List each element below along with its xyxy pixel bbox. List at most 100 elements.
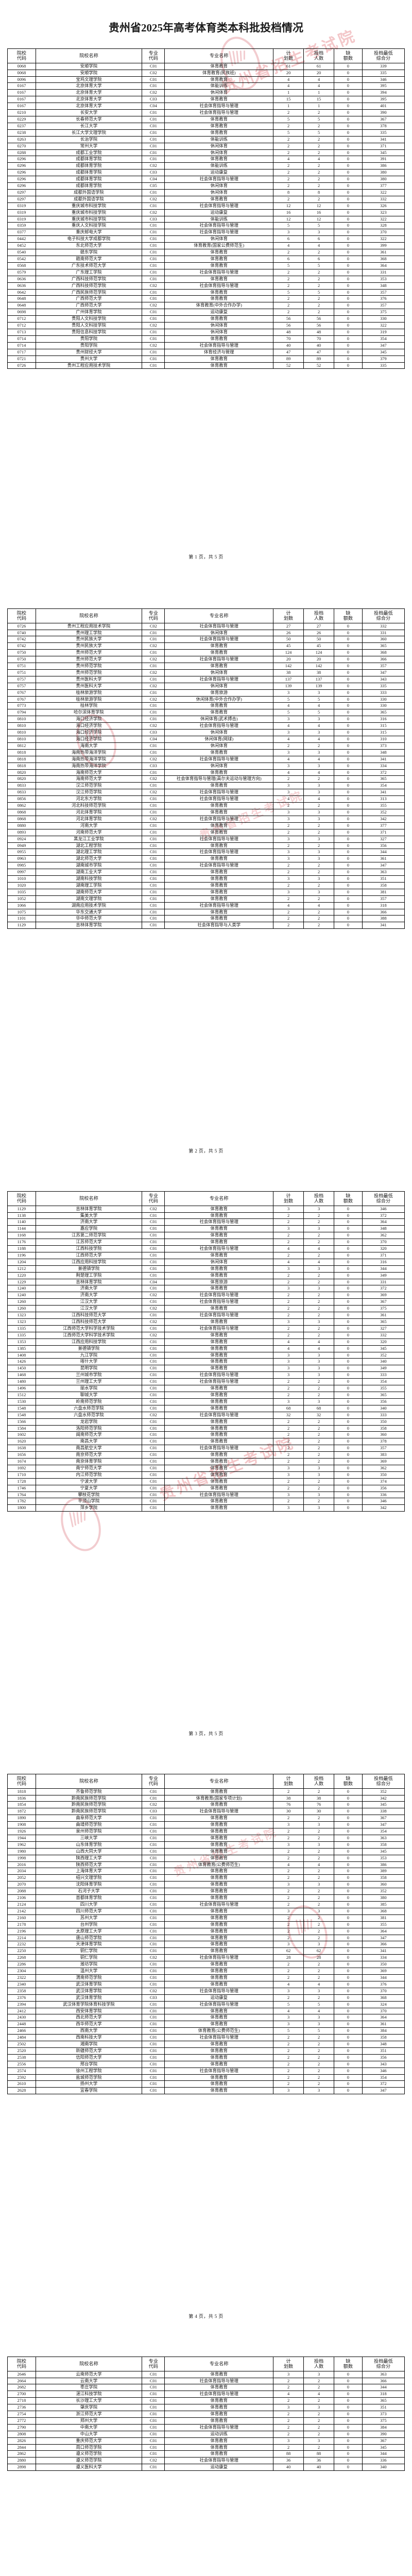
cell-admitted-count: 56 (303, 315, 335, 323)
cell-major-code: C02 (142, 195, 165, 203)
cell-admitted-count: 137 (303, 675, 335, 683)
table-row: 1188 江西科技学院 C01 社会体育指导与管理 4 4 0 320 (7, 1245, 405, 1252)
cell-admitted-count: 3 (303, 815, 335, 823)
cell-major-name: 休闲体育 (164, 142, 274, 150)
cell-plan-count: 3 (273, 1881, 304, 1889)
cell-school-name: 广西师范大学 (35, 295, 143, 303)
cell-school-name: 渭南师范学院 (35, 1974, 143, 1981)
cell-min-score: 345 (362, 2444, 405, 2451)
table-row: 0751 贵州师范学院 C01 体育教育 142 142 0 357 (7, 663, 405, 670)
cell-school-code: 1066 (7, 902, 36, 909)
cell-min-score: 395 (362, 82, 405, 90)
cell-plan-count: 76 (273, 1801, 304, 1809)
cell-shortage-count: 0 (334, 162, 363, 170)
cell-min-score: 350 (362, 1961, 405, 1969)
cell-school-code: 2466 (7, 2027, 36, 2035)
cell-shortage-count: 0 (334, 355, 363, 363)
cell-admitted-count: 4 (303, 1245, 335, 1252)
cell-major-code: C01 (142, 2074, 165, 2081)
cell-school-code: 0794 (7, 709, 36, 717)
cell-school-code: 2772 (7, 2417, 36, 2425)
cell-major-code: C02 (142, 1205, 165, 1213)
cell-min-score: 331 (362, 268, 405, 276)
table-row: 1323 江西科技师范大学 C01 社会体育指导与管理 2 2 0 361 (7, 1312, 405, 1319)
cell-shortage-count: 0 (334, 2047, 363, 2055)
cell-school-code: 1496 (7, 1385, 36, 1392)
col-major-name: 专业名称 (164, 1774, 274, 1789)
cell-plan-count: 2 (273, 1212, 304, 1219)
cell-shortage-count: 0 (334, 2417, 363, 2425)
cell-shortage-count: 0 (334, 1232, 363, 1240)
cell-plan-count: 4 (273, 755, 304, 763)
cell-school-name: 陕西理工大学 (35, 1854, 143, 1862)
cell-major-name: 体育教育 (164, 76, 274, 83)
table-row: 2232 天津体育学院 C01 体育教育 3 3 0 366 (7, 1941, 405, 1948)
table-row: 1176 江苏师范大学 C01 体育教育 2 2 0 370 (7, 1239, 405, 1246)
cell-school-name: 三峡大学 (35, 1834, 143, 1842)
cell-major-code: C01 (142, 1245, 165, 1252)
table-row: 1818 齐鲁师范学院 C01 体育教育 2 2 0 352 (7, 1788, 405, 1795)
cell-shortage-count: 0 (334, 2391, 363, 2398)
cell-plan-count: 4 (273, 769, 304, 776)
cell-school-name: 江西应用科技学院 (35, 1338, 143, 1346)
cell-school-name: 广西科技师范学院 (35, 282, 143, 290)
table-row: 0210 长安大学 C01 社会体育指导与管理 2 2 0 390 (7, 109, 405, 116)
cell-plan-count: 52 (273, 362, 304, 369)
cell-admitted-count: 3 (303, 855, 335, 863)
cell-major-name: 体育教育 (164, 2054, 274, 2061)
cell-min-score: 324 (362, 2001, 405, 2008)
cell-min-score: 370 (362, 2007, 405, 2015)
cell-major-name: 社会体育指导与管理 (164, 1218, 274, 1226)
cell-major-name: 休闲体育 (164, 762, 274, 770)
cell-major-name: 体育教育 (164, 2444, 274, 2451)
cell-min-score: 342 (362, 815, 405, 823)
table-row: 1926 泉州师范学院 C01 体育教育 2 2 0 354 (7, 1828, 405, 1835)
cell-shortage-count: 0 (334, 1901, 363, 1908)
cell-admitted-count: 2 (303, 1788, 335, 1795)
cell-admitted-count: 16 (303, 209, 335, 216)
cell-school-code: 1260 (7, 1305, 36, 1313)
cell-school-name: 济南大学 (35, 1292, 143, 1299)
cell-major-name: 社会体育指导与管理 (164, 1292, 274, 1299)
cell-school-code: 0767 (7, 689, 36, 697)
cell-school-name: 成都体育学院 (35, 162, 143, 170)
cell-major-code: C01 (142, 62, 165, 70)
cell-shortage-count: 0 (334, 315, 363, 323)
cell-major-code: C02 (142, 656, 165, 664)
cell-shortage-count: 0 (334, 1471, 363, 1479)
cell-major-name: 体育教育 (164, 2060, 274, 2068)
cell-school-name: 江西应用科技学院 (35, 1258, 143, 1266)
cell-admitted-count: 2 (303, 2041, 335, 2048)
cell-school-code: 2124 (7, 1901, 36, 1908)
cell-major-name: 社会体育指导与管理 (164, 2424, 274, 2431)
cell-min-score: 344 (362, 849, 405, 856)
cell-plan-count: 4 (273, 1245, 304, 1252)
cell-school-code: 1196 (7, 1251, 36, 1259)
cell-shortage-count: 0 (334, 1325, 363, 1332)
cell-min-score: 316 (362, 1258, 405, 1266)
cell-plan-count: 2 (273, 908, 304, 916)
cell-school-code: 1075 (7, 908, 36, 916)
cell-school-name: 桂林旅游学院 (35, 689, 143, 697)
table-row: 2160 苏州大学 C01 体育教育 2 2 0 381 (7, 1914, 405, 1922)
cell-school-code: 2898 (7, 2464, 36, 2471)
cell-plan-count: 3 (273, 888, 304, 896)
cell-school-code: 1854 (7, 1801, 36, 1809)
cell-shortage-count: 0 (334, 1331, 363, 1339)
table-row: 2106 首都体育学院 C01 体育教育 2 2 0 380 (7, 1894, 405, 1902)
col-shortage-count: 缺额数 (334, 2357, 363, 2371)
table-row: 0096 宝鸡文理学院 C01 体育教育 4 4 0 346 (7, 76, 405, 83)
cell-major-name: 社会体育指导与管理 (164, 789, 274, 796)
table-row: 0442 电子科技大学成都学院 C01 休闲体育 6 6 0 322 (7, 235, 405, 243)
cell-school-name: 遵义师范学院 (35, 2450, 143, 2458)
table-row: 2286 潍坊学院 C01 体育教育 2 2 0 350 (7, 1961, 405, 1969)
cell-school-name: 湖南科技学院 (35, 875, 143, 883)
table-row: 1746 宁夏大学 C01 体育教育 2 2 0 356 (7, 1484, 405, 1492)
cell-plan-count: 2 (273, 842, 304, 850)
cell-plan-count: 3 (273, 1841, 304, 1849)
table-row: 2556 邢台学院 C01 体育教育 2 2 0 343 (7, 2060, 405, 2068)
document-page-1: 贵州省招生考试院 贵州省2025年高考体育类本科批投档情况 院校 代码 院校名称 … (0, 0, 412, 585)
table-row: 1638 南昌航空大学 C01 社会体育指导与管理 2 2 0 357 (7, 1445, 405, 1452)
cell-admitted-count: 2 (303, 1385, 335, 1392)
